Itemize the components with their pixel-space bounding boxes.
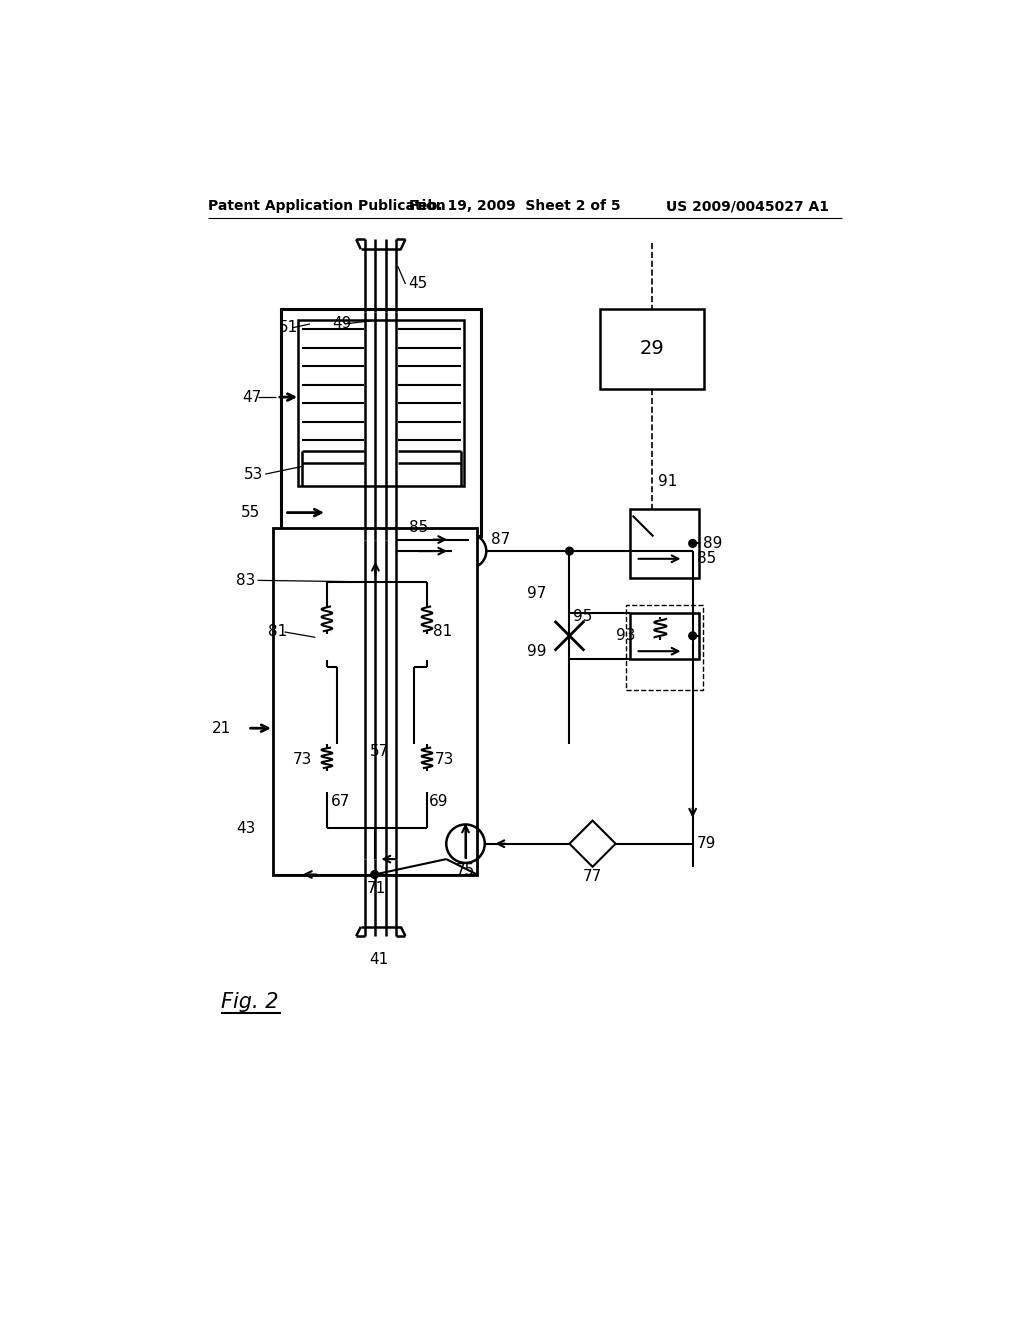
Text: 87: 87 xyxy=(490,532,510,546)
Text: 81: 81 xyxy=(267,624,287,639)
Text: 69: 69 xyxy=(429,793,449,809)
Text: 97: 97 xyxy=(527,586,547,601)
Text: 41: 41 xyxy=(370,952,389,966)
Text: 51: 51 xyxy=(279,321,298,335)
Text: 79: 79 xyxy=(696,836,716,851)
Text: 73: 73 xyxy=(292,751,311,767)
Bar xyxy=(281,309,481,536)
Circle shape xyxy=(333,701,341,709)
Circle shape xyxy=(689,632,696,640)
Text: Feb. 19, 2009  Sheet 2 of 5: Feb. 19, 2009 Sheet 2 of 5 xyxy=(410,199,621,213)
Bar xyxy=(600,309,705,389)
Text: 85: 85 xyxy=(696,552,716,566)
Text: Patent Application Publication: Patent Application Publication xyxy=(208,199,445,213)
Text: 29: 29 xyxy=(639,339,665,358)
Text: 95: 95 xyxy=(573,609,593,624)
Circle shape xyxy=(372,578,379,586)
Circle shape xyxy=(410,701,418,709)
Text: 93: 93 xyxy=(615,628,635,643)
Bar xyxy=(630,612,698,659)
Text: 89: 89 xyxy=(702,536,722,550)
Text: 83: 83 xyxy=(236,573,255,587)
Text: 49: 49 xyxy=(333,317,351,331)
Circle shape xyxy=(565,548,573,554)
Bar xyxy=(630,508,698,578)
Text: 85: 85 xyxy=(410,520,429,536)
Text: 67: 67 xyxy=(331,793,350,809)
Bar xyxy=(273,528,477,875)
Text: 55: 55 xyxy=(241,506,260,520)
Text: 73: 73 xyxy=(435,751,454,767)
Polygon shape xyxy=(352,689,372,721)
Text: 71: 71 xyxy=(367,880,386,896)
Circle shape xyxy=(372,825,379,832)
Text: 77: 77 xyxy=(583,869,602,883)
Bar xyxy=(298,321,464,486)
Text: 91: 91 xyxy=(658,474,678,490)
Text: 75: 75 xyxy=(456,863,475,878)
Text: 47: 47 xyxy=(243,389,261,405)
Text: 57: 57 xyxy=(370,743,389,759)
Text: 21: 21 xyxy=(211,721,230,735)
Text: 81: 81 xyxy=(433,624,453,639)
Circle shape xyxy=(689,548,696,554)
Circle shape xyxy=(689,540,696,548)
Text: 99: 99 xyxy=(527,644,547,659)
Polygon shape xyxy=(379,689,398,721)
Circle shape xyxy=(372,578,379,586)
Circle shape xyxy=(371,871,379,878)
Text: 53: 53 xyxy=(244,466,263,482)
Text: 45: 45 xyxy=(408,276,427,292)
Text: US 2009/0045027 A1: US 2009/0045027 A1 xyxy=(666,199,828,213)
Bar xyxy=(626,605,702,689)
Text: 43: 43 xyxy=(236,821,255,836)
Text: Fig. 2: Fig. 2 xyxy=(221,991,279,1011)
